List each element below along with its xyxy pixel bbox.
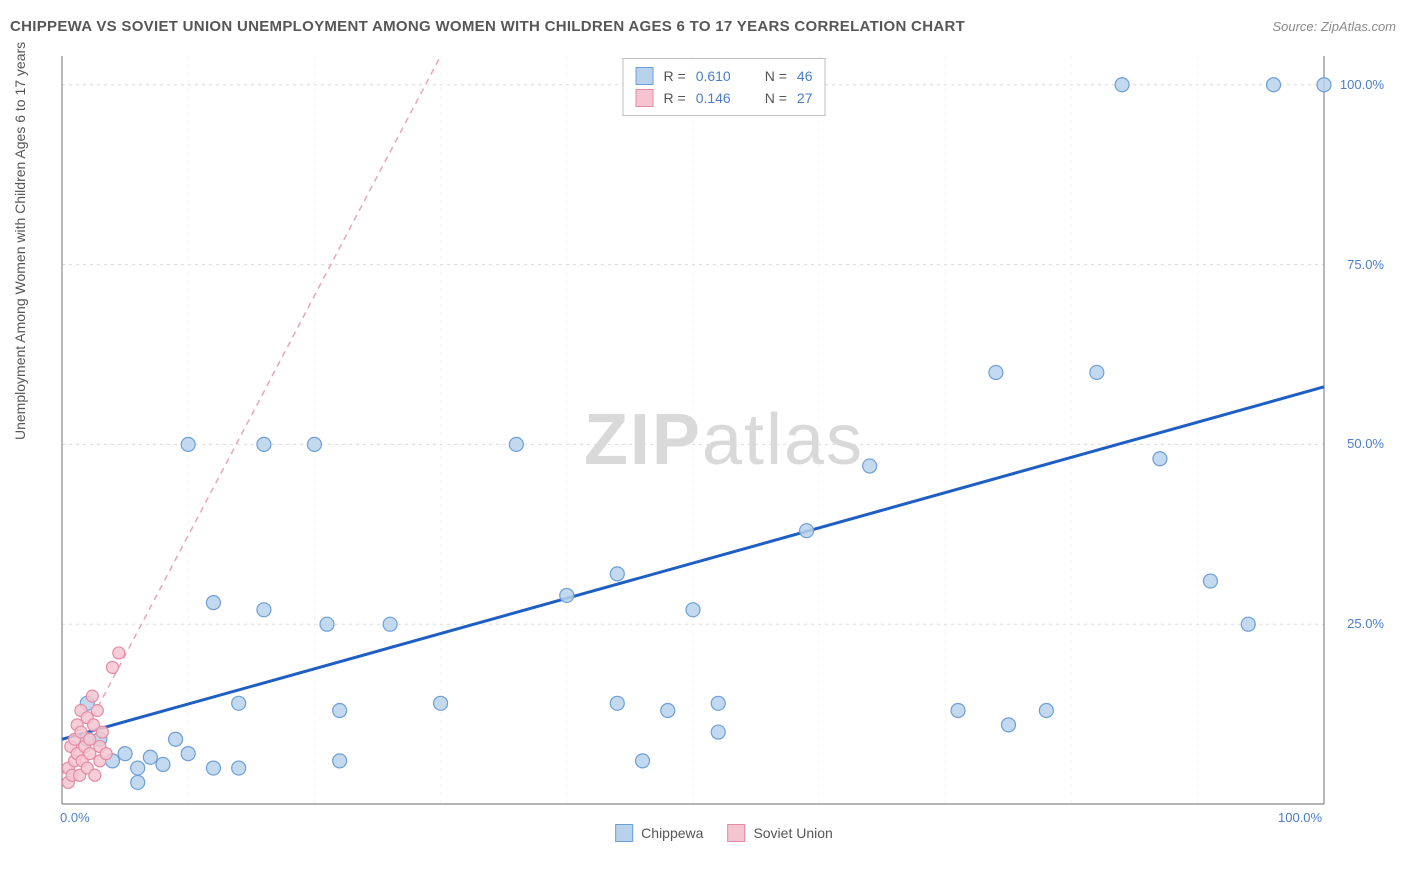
series-swatch <box>727 824 745 842</box>
legend-label: Soviet Union <box>753 825 832 841</box>
series-swatch <box>636 89 654 107</box>
n-value: 46 <box>797 68 813 84</box>
r-value: 0.610 <box>696 68 731 84</box>
chart-area: ZIPatlas R =0.610N =46R =0.146N =27 Chip… <box>56 50 1392 830</box>
legend-item: Soviet Union <box>727 824 832 842</box>
x-tick-label: 0.0% <box>60 810 90 825</box>
scatter-chart <box>56 50 1392 830</box>
chart-title: CHIPPEWA VS SOVIET UNION UNEMPLOYMENT AM… <box>10 18 965 35</box>
series-swatch <box>636 67 654 85</box>
legend-item: Chippewa <box>615 824 703 842</box>
n-value: 27 <box>797 90 813 106</box>
header: CHIPPEWA VS SOVIET UNION UNEMPLOYMENT AM… <box>10 18 1396 35</box>
y-tick-label: 50.0% <box>1347 436 1384 451</box>
r-value: 0.146 <box>696 90 731 106</box>
stats-row: R = 0.146 N = 27 <box>636 87 813 109</box>
stats-row: R = 0.610 N = 46 <box>636 65 813 87</box>
n-label: N = <box>765 90 787 106</box>
legend-label: Chippewa <box>641 825 703 841</box>
x-tick-label: 100.0% <box>1278 810 1322 825</box>
series-swatch <box>615 824 633 842</box>
n-label: N = <box>765 68 787 84</box>
y-tick-label: 100.0% <box>1340 77 1384 92</box>
y-tick-label: 25.0% <box>1347 616 1384 631</box>
r-label: R = <box>664 68 686 84</box>
source-attribution: Source: ZipAtlas.com <box>1272 19 1396 34</box>
stats-legend: R = 0.610 N = 46 R = 0.146 N = 27 <box>623 58 826 116</box>
bottom-legend: Chippewa Soviet Union <box>615 824 833 842</box>
y-axis-label: Unemployment Among Women with Children A… <box>12 42 28 440</box>
r-label: R = <box>664 90 686 106</box>
y-tick-label: 75.0% <box>1347 257 1384 272</box>
